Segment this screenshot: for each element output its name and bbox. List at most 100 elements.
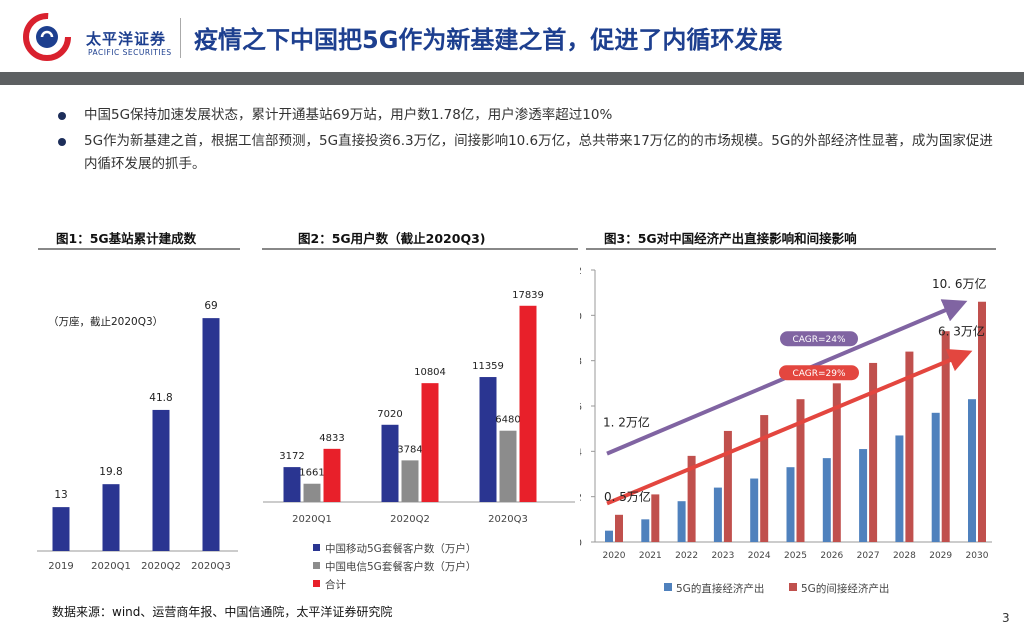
logo-english-name: PACIFIC SECURITIES xyxy=(88,48,172,57)
chart3-trend-arrow-direct xyxy=(606,348,973,506)
chart3-y-tick-label: 0 xyxy=(580,538,582,549)
chart3-tick-label: 2020 xyxy=(603,551,626,561)
chart3-tick-label: 2026 xyxy=(820,551,843,561)
chart2-tick-label: 2020Q1 xyxy=(292,514,332,525)
chart3-cagr-badge-indirect xyxy=(780,331,858,347)
chart2-value-label: 1661 xyxy=(299,468,324,479)
header: 太平洋证券 PACIFIC SECURITIES 疫情之下中国把5G作为新基建之… xyxy=(0,0,1024,72)
bullet-item: 5G作为新基建之首，根据工信部预测，5G直接投资6.3万亿，间接影响10.6万亿… xyxy=(58,130,998,176)
chart3-tick-label: 2030 xyxy=(966,551,989,561)
chart3-annotation-end-indirect: 10. 6万亿 xyxy=(932,276,987,291)
chart3-tick-label: 2029 xyxy=(929,551,952,561)
chart1-unit-note: （万座，截止2020Q3） xyxy=(48,315,163,328)
chart3-bar xyxy=(786,467,795,542)
chart1-bar xyxy=(202,318,220,551)
chart2-value-label: 17839 xyxy=(512,290,544,301)
chart2-bar xyxy=(323,448,341,502)
chart2-legend-label: 合计 xyxy=(325,578,346,591)
chart1-value-label: 41.8 xyxy=(149,392,172,404)
chart2-bar xyxy=(499,430,517,502)
chart2-value-label: 7020 xyxy=(377,409,402,420)
chart2-value-label: 6480 xyxy=(495,415,520,426)
chart3-bar xyxy=(869,362,878,542)
chart3-bar xyxy=(832,383,841,542)
chart2-tick-label: 2020Q2 xyxy=(390,514,430,525)
chart3-annotation-start-direct: 0. 5万亿 xyxy=(604,489,651,504)
chart1-bar xyxy=(102,484,120,551)
chart1-value-label: 19.8 xyxy=(99,466,122,478)
chart3-y-tick-label: 12 xyxy=(580,266,582,277)
chart3-bar xyxy=(723,430,732,542)
chart3-tick-label: 2025 xyxy=(784,551,807,561)
chart3-tick-label: 2023 xyxy=(711,551,734,561)
page-number: 3 xyxy=(1002,611,1010,625)
chart3-cagr-badge-direct xyxy=(779,365,859,381)
figure1-title: 图1：5G基站累计建成数 xyxy=(56,231,197,246)
chart2-bar xyxy=(303,483,321,502)
chart2-bar xyxy=(401,460,419,502)
chart3-cagr-label-indirect: CAGR=24% xyxy=(792,335,846,345)
chart3-y-tick-label: 8 xyxy=(580,357,582,368)
chart1-tick-label: 2020Q3 xyxy=(191,561,231,572)
chart1-bar xyxy=(152,409,170,551)
chart2-tick-label: 2020Q3 xyxy=(488,514,528,525)
chart3-bar xyxy=(941,331,950,542)
chart3-y-tick-label: 2 xyxy=(580,493,582,504)
chart3-legend-label: 5G的间接经济产出 xyxy=(801,582,889,595)
chart3-tick-label: 2028 xyxy=(893,551,916,561)
chart2-legend-swatch xyxy=(313,562,320,569)
chart2-value-label: 3784 xyxy=(397,444,422,455)
chart2-bar xyxy=(421,383,439,502)
chart3-bar xyxy=(796,399,805,542)
chart3-y-tick-label: 4 xyxy=(580,447,582,458)
logo-name: 太平洋证券 xyxy=(86,30,167,48)
figure3-title: 图3：5G对中国经济产出直接影响和间接影响 xyxy=(604,231,857,246)
chart3-bar xyxy=(905,351,914,542)
chart2-value-label: 3172 xyxy=(279,451,304,462)
chart2-bar xyxy=(381,424,399,502)
chart-base-stations: （万座，截止2020Q3） 13 2019 19.8 2020Q1 41.8 2020Q2 6… xyxy=(37,300,238,572)
chart3-bar xyxy=(859,449,868,542)
chart2-bar xyxy=(283,467,301,502)
chart3-bar xyxy=(605,530,613,542)
chart1-bar xyxy=(52,507,70,551)
chart3-bar xyxy=(968,399,976,542)
figure1-title-rule xyxy=(38,248,240,250)
chart3-cagr-label-direct: CAGR=29% xyxy=(792,369,846,379)
chart2-bar xyxy=(519,305,537,502)
header-divider xyxy=(180,18,181,58)
chart3-bar xyxy=(760,415,769,542)
chart2-legend-swatch xyxy=(313,544,320,551)
header-band xyxy=(0,72,1024,85)
chart1-tick-label: 2020Q2 xyxy=(141,561,181,572)
chart3-y-tick-label: 6 xyxy=(580,402,582,413)
chart3-tick-label: 2022 xyxy=(675,551,698,561)
chart2-value-label: 4833 xyxy=(319,433,344,444)
chart2-legend-swatch xyxy=(313,580,320,587)
chart3-bar xyxy=(677,501,686,542)
chart3-bar xyxy=(641,519,650,542)
chart3-bar xyxy=(750,478,759,542)
chart2-legend-label: 中国移动5G套餐客户数（万户） xyxy=(325,542,476,555)
figure2-title-rule xyxy=(262,248,578,250)
figure2-title: 图2：5G用户数（截止2020Q3) xyxy=(298,231,486,246)
chart-5g-users: 3172 1661 4833 2020Q1 7020 3784 10804 2020Q2 113… xyxy=(263,290,575,591)
chart-economic-output: 0 2 4 6 8 10 12 2020 2021 2022 2023 2024 2025 2026 202… xyxy=(580,266,992,595)
chart3-bar xyxy=(822,458,831,542)
chart2-bar xyxy=(479,377,497,502)
chart3-annotation-end-direct: 6. 3万亿 xyxy=(938,324,985,339)
chart2-legend-label: 中国电信5G套餐客户数（万户） xyxy=(325,560,476,573)
logo-emblem-icon xyxy=(23,13,71,61)
chart3-bar xyxy=(615,514,623,542)
chart3-annotation-start-indirect: 1. 2万亿 xyxy=(603,414,650,429)
chart2-value-label: 10804 xyxy=(414,367,446,378)
company-logo: 太平洋证券 PACIFIC SECURITIES xyxy=(22,12,182,62)
page-title: 疫情之下中国把5G作为新基建之首，促进了内循环发展 xyxy=(194,26,783,54)
chart3-legend-swatch xyxy=(664,583,672,591)
chart1-tick-label: 2019 xyxy=(48,561,73,572)
chart3-y-tick-label: 10 xyxy=(580,311,582,322)
summary-bullets: 中国5G保持加速发展状态，累计开通基站69万站，用户数1.78亿，用户渗透率超过… xyxy=(58,104,998,179)
chart2-value-label: 11359 xyxy=(472,361,504,372)
chart3-bar xyxy=(687,455,696,542)
chart3-legend-label: 5G的直接经济产出 xyxy=(676,582,764,595)
